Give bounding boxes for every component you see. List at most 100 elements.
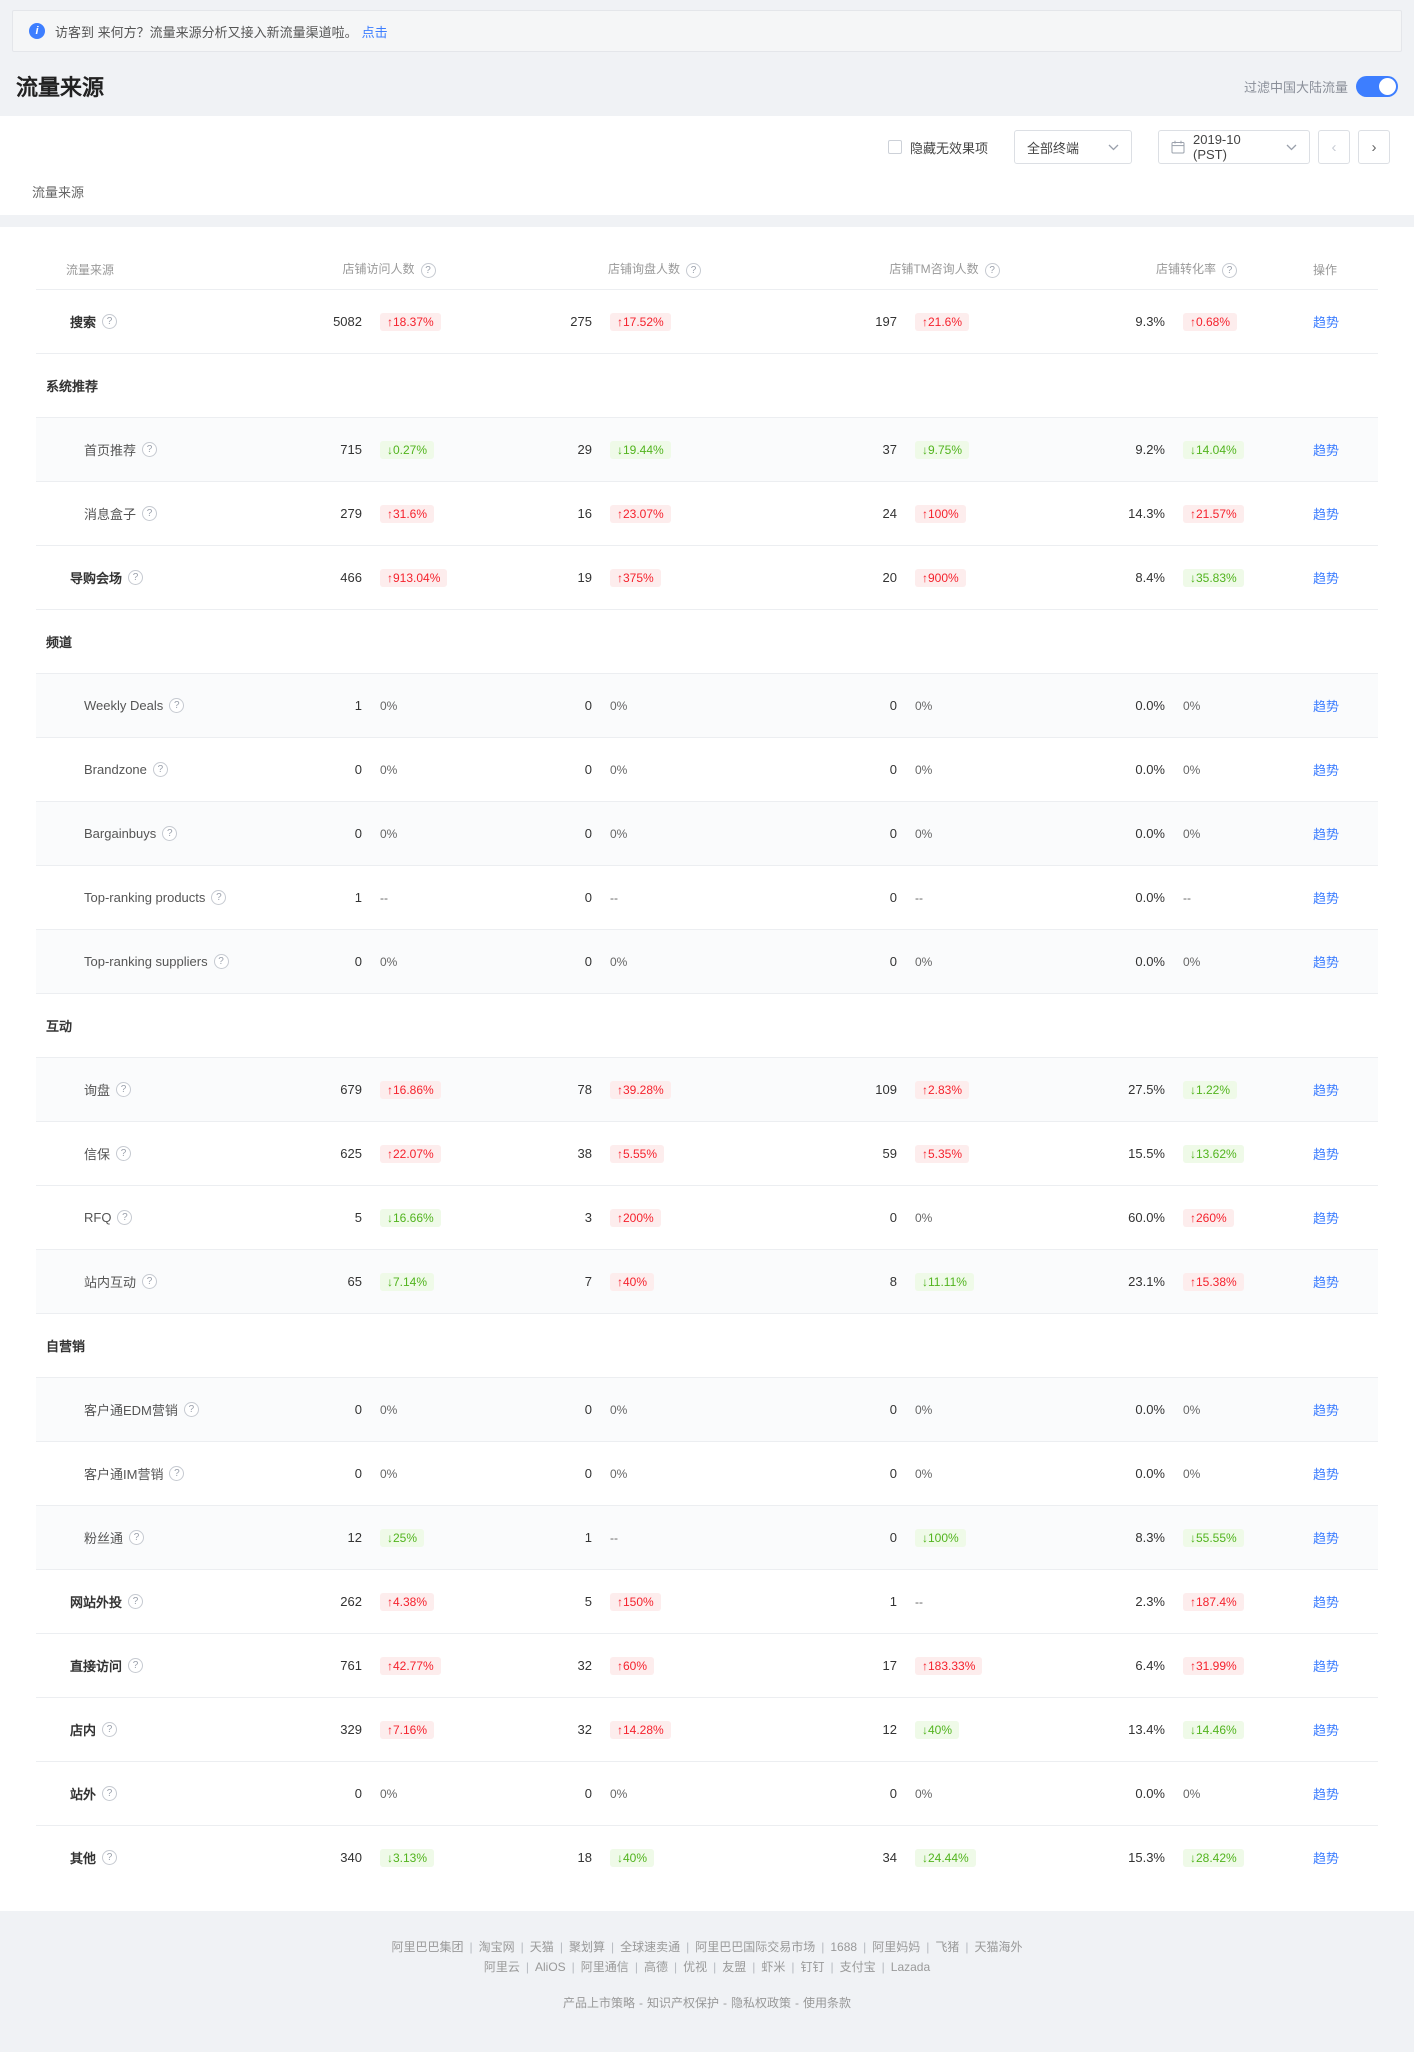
help-icon[interactable]: ? <box>686 263 701 278</box>
footer-link[interactable]: 阿里妈妈 <box>872 1940 921 1954</box>
help-icon[interactable]: ? <box>142 442 158 457</box>
footer-separator: | <box>525 1960 529 1974</box>
help-icon[interactable]: ? <box>183 1402 199 1417</box>
row-source-name: 客户通IM营销? <box>36 1464 276 1483</box>
footer-link[interactable]: 钉钉 <box>800 1960 825 1974</box>
help-icon[interactable]: ? <box>102 314 118 329</box>
footer-link[interactable]: 高德 <box>643 1960 668 1974</box>
trend-link[interactable]: 趋势 <box>1313 507 1340 522</box>
help-icon[interactable]: ? <box>152 762 168 777</box>
footer-link[interactable]: 使用条款 <box>803 1996 852 2010</box>
trend-link[interactable]: 趋势 <box>1313 1147 1340 1162</box>
footer-link[interactable]: 全球速卖通 <box>620 1940 681 1954</box>
trend-link[interactable]: 趋势 <box>1313 891 1340 906</box>
footer-link[interactable]: 虾米 <box>761 1960 786 1974</box>
trend-link[interactable]: 趋势 <box>1313 827 1340 842</box>
help-icon[interactable]: ? <box>128 570 144 585</box>
footer-link[interactable]: 1688 <box>830 1940 858 1954</box>
date-picker[interactable]: 2019-10 (PST) <box>1158 130 1310 164</box>
footer-link[interactable]: 天猫海外 <box>974 1940 1023 1954</box>
banner-click-link[interactable]: 点击 <box>361 24 388 40</box>
footer-link[interactable]: 隐私权政策 <box>731 1996 792 2010</box>
hide-ineffective-wrap[interactable]: 隐藏无效果项 <box>887 138 988 157</box>
help-icon[interactable]: ? <box>1222 263 1237 278</box>
trend-link[interactable]: 趋势 <box>1313 699 1340 714</box>
filter-mainland-toggle[interactable] <box>1356 75 1398 97</box>
change-badge-up: ↑31.6% <box>380 504 435 523</box>
metric-value: 6.4% <box>1135 1658 1165 1673</box>
metric-value: 109 <box>875 1082 897 1097</box>
metric-value: 279 <box>340 506 362 521</box>
trend-link[interactable]: 趋势 <box>1313 955 1340 970</box>
footer-link[interactable]: 阿里巴巴国际交易市场 <box>695 1940 816 1954</box>
trend-link[interactable]: 趋势 <box>1313 571 1340 586</box>
trend-link[interactable]: 趋势 <box>1313 1595 1340 1610</box>
help-icon[interactable]: ? <box>102 1850 118 1865</box>
metric-change: ↑17.52% <box>592 312 807 331</box>
footer-separator: | <box>965 1940 969 1954</box>
footer-link[interactable]: 友盟 <box>722 1960 747 1974</box>
help-icon[interactable]: ? <box>117 1210 133 1225</box>
trend-link[interactable]: 趋势 <box>1313 1723 1340 1738</box>
trend-link[interactable]: 趋势 <box>1313 1659 1340 1674</box>
trend-link[interactable]: 趋势 <box>1313 1787 1340 1802</box>
footer-link[interactable]: 阿里巴巴集团 <box>391 1940 464 1954</box>
help-icon[interactable]: ? <box>984 263 1000 278</box>
trend-link[interactable]: 趋势 <box>1313 1467 1340 1482</box>
help-icon[interactable]: ? <box>169 698 185 713</box>
trend-link[interactable]: 趋势 <box>1313 1211 1340 1226</box>
metric-value: 0.0% <box>1135 954 1165 969</box>
help-icon[interactable]: ? <box>116 1146 132 1161</box>
change-badge-down: ↓9.75% <box>915 440 970 459</box>
terminal-select[interactable]: 全部终端 <box>1014 130 1132 164</box>
footer-link[interactable]: 支付宝 <box>839 1960 876 1974</box>
help-icon[interactable]: ? <box>169 1466 185 1481</box>
trend-link[interactable]: 趋势 <box>1313 1531 1340 1546</box>
footer-link[interactable]: AliOS <box>534 1960 566 1974</box>
footer-link[interactable]: 知识产权保护 <box>646 1996 719 2010</box>
next-month-button[interactable]: › <box>1358 130 1390 164</box>
footer-link[interactable]: 飞猪 <box>935 1940 960 1954</box>
footer-link[interactable]: 阿里通信 <box>580 1960 629 1974</box>
filter-toggle-label: 过滤中国大陆流量 <box>1243 79 1348 95</box>
metric-value: 9.2% <box>1135 442 1165 457</box>
help-icon[interactable]: ? <box>128 1658 144 1673</box>
filter-toggle-group: 过滤中国大陆流量 <box>1243 75 1398 97</box>
metric-change: ↑39.28% <box>592 1080 807 1099</box>
trend-link[interactable]: 趋势 <box>1313 1851 1340 1866</box>
trend-link[interactable]: 趋势 <box>1313 443 1340 458</box>
help-icon[interactable]: ? <box>116 1082 132 1097</box>
footer-separator: | <box>673 1960 678 1974</box>
change-value: 0% <box>610 1403 628 1417</box>
metric-value: 0.0% <box>1135 1466 1165 1481</box>
metric-value: 2.3% <box>1135 1594 1165 1609</box>
help-icon[interactable]: ? <box>142 506 158 521</box>
prev-month-button[interactable]: ‹ <box>1318 130 1350 164</box>
help-icon[interactable]: ? <box>142 1274 158 1289</box>
help-icon[interactable]: ? <box>162 826 178 841</box>
footer-link[interactable]: 产品上市策略 <box>562 1996 635 2010</box>
metric-value: 8.4% <box>1135 570 1165 585</box>
trend-link[interactable]: 趋势 <box>1313 1083 1340 1098</box>
footer-link[interactable]: Lazada <box>890 1960 931 1974</box>
metric-change: ↓9.75% <box>897 440 1082 459</box>
trend-link[interactable]: 趋势 <box>1313 1275 1340 1290</box>
help-icon[interactable]: ? <box>129 1530 145 1545</box>
help-icon[interactable]: ? <box>102 1786 118 1801</box>
help-icon[interactable]: ? <box>128 1594 144 1609</box>
footer-link[interactable]: 优视 <box>683 1960 708 1974</box>
metric-value: 715 <box>340 442 362 457</box>
footer-link[interactable]: 天猫 <box>529 1940 554 1954</box>
trend-link[interactable]: 趋势 <box>1313 315 1340 330</box>
metric-change: ↓40% <box>897 1720 1082 1739</box>
help-icon[interactable]: ? <box>211 890 227 905</box>
footer-link[interactable]: 淘宝网 <box>478 1940 515 1954</box>
help-icon[interactable]: ? <box>213 954 229 969</box>
footer-link[interactable]: 聚划算 <box>568 1940 605 1954</box>
trend-link[interactable]: 趋势 <box>1313 763 1340 778</box>
help-icon[interactable]: ? <box>102 1722 118 1737</box>
footer-link[interactable]: 阿里云 <box>483 1960 520 1974</box>
trend-link[interactable]: 趋势 <box>1313 1403 1340 1418</box>
hide-ineffective-checkbox[interactable] <box>887 140 902 154</box>
help-icon[interactable]: ? <box>420 263 436 278</box>
